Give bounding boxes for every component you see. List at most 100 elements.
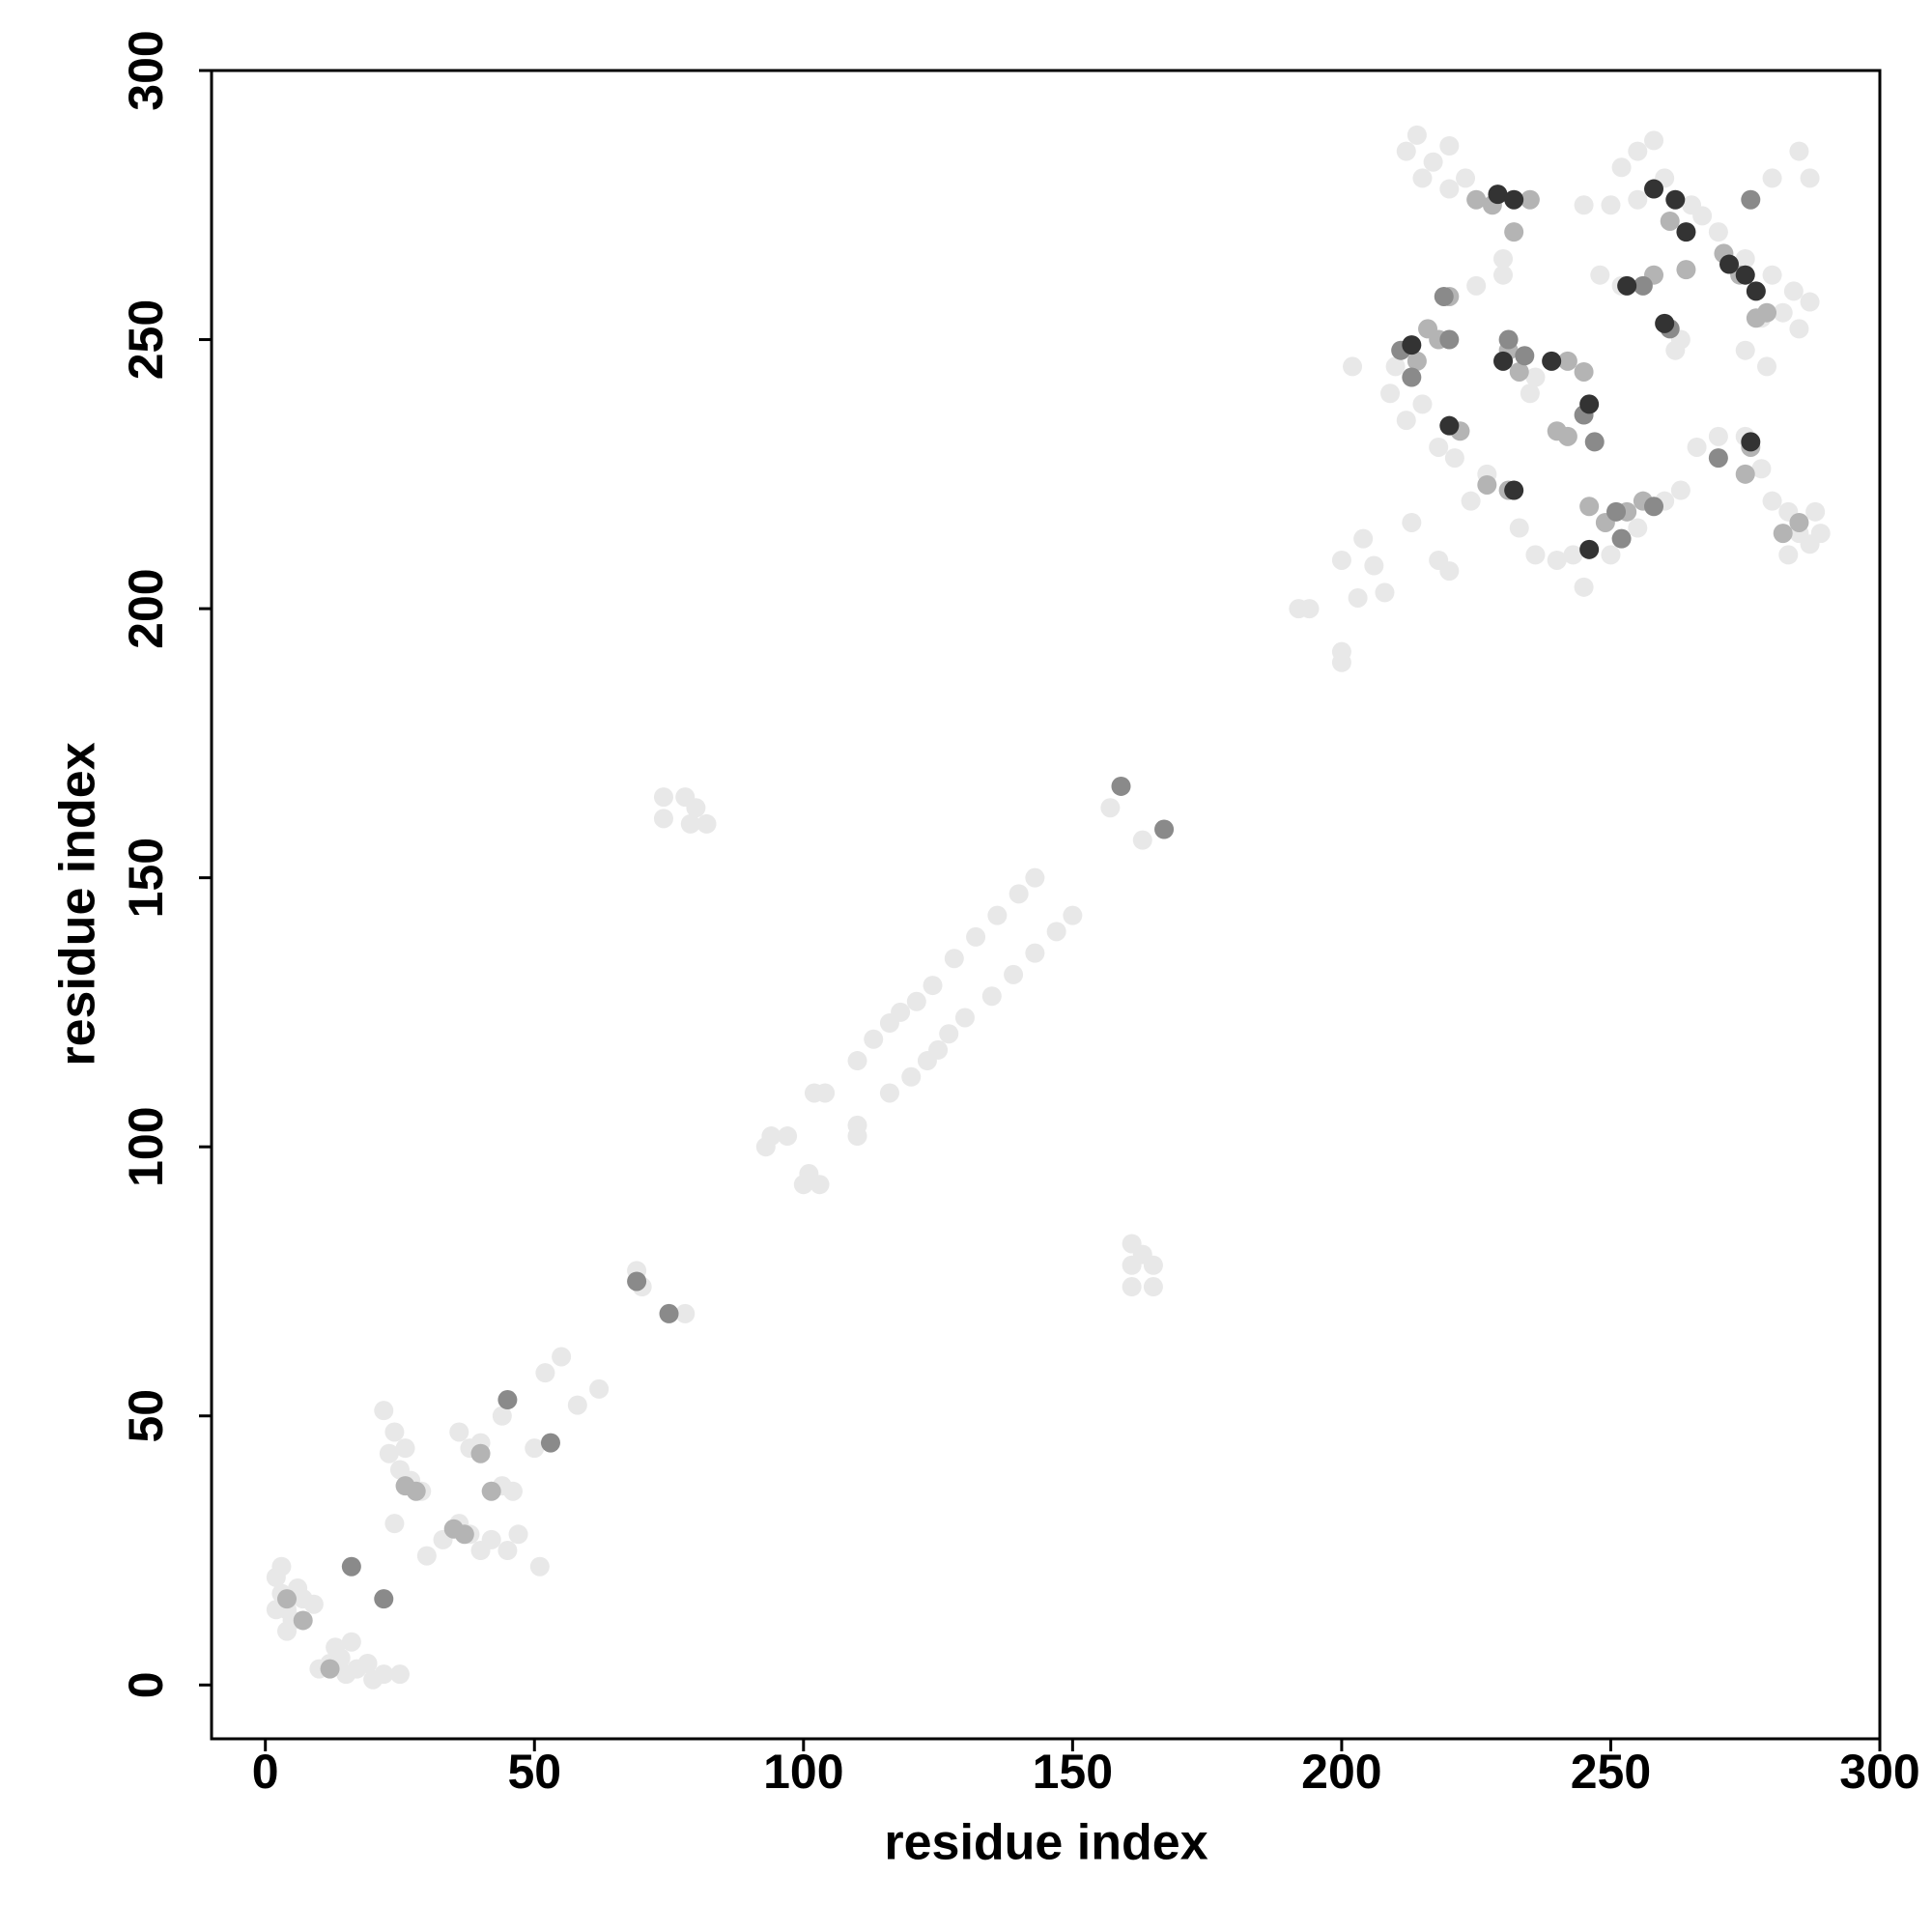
point <box>384 1422 405 1442</box>
point <box>1122 1255 1142 1275</box>
point <box>1611 528 1632 549</box>
point <box>589 1378 610 1399</box>
point <box>1498 329 1519 350</box>
point <box>1655 313 1675 333</box>
point <box>1343 356 1363 377</box>
point <box>1439 179 1460 199</box>
point <box>627 1271 647 1292</box>
point <box>341 1556 361 1577</box>
point <box>497 1390 518 1410</box>
x-tick-label: 150 <box>1033 1745 1113 1799</box>
point <box>1488 185 1508 205</box>
point <box>406 1481 426 1501</box>
point <box>276 1589 297 1609</box>
point <box>1025 943 1045 963</box>
x-tick-label: 200 <box>1301 1745 1381 1799</box>
point <box>987 905 1008 925</box>
point <box>1665 189 1686 210</box>
point <box>363 1669 384 1690</box>
point <box>1520 189 1540 210</box>
point <box>675 1303 696 1323</box>
point <box>449 1422 469 1442</box>
point <box>1520 384 1540 404</box>
point <box>1406 351 1427 371</box>
x-tick-label: 50 <box>507 1745 561 1799</box>
point <box>1063 905 1083 925</box>
point <box>1735 464 1755 484</box>
point <box>1299 599 1320 619</box>
point <box>923 976 943 996</box>
point <box>1735 248 1755 269</box>
point <box>1762 491 1782 511</box>
point <box>1773 302 1793 323</box>
point <box>1353 528 1374 549</box>
point <box>1789 319 1809 339</box>
point <box>293 1610 313 1631</box>
x-tick-label: 0 <box>252 1745 279 1799</box>
point <box>981 986 1002 1007</box>
point <box>1396 141 1416 161</box>
point <box>1557 351 1577 371</box>
point <box>1412 168 1433 188</box>
point <box>470 1443 491 1463</box>
x-tick-label: 100 <box>763 1745 843 1799</box>
points <box>266 125 1831 1690</box>
point <box>357 1654 378 1674</box>
point <box>1741 432 1761 452</box>
point <box>864 1029 884 1049</box>
point <box>1687 437 1707 457</box>
point <box>1574 577 1594 597</box>
point <box>1380 384 1401 404</box>
point <box>847 1051 867 1071</box>
point <box>1708 448 1728 469</box>
point <box>1563 545 1583 565</box>
point <box>1406 125 1427 145</box>
point <box>1735 340 1755 360</box>
point <box>1542 351 1562 371</box>
point <box>1493 248 1514 269</box>
point <box>1111 776 1131 796</box>
point <box>1423 152 1443 172</box>
y-tick-label: 50 <box>119 1389 173 1443</box>
point <box>686 798 706 818</box>
x-tick-label: 250 <box>1571 1745 1651 1799</box>
point <box>1601 545 1621 565</box>
point <box>1154 819 1175 839</box>
point <box>1402 335 1422 355</box>
point <box>1100 798 1121 818</box>
point <box>1525 545 1546 565</box>
point <box>1515 346 1535 366</box>
y-tick-label: 200 <box>119 568 173 648</box>
point <box>1466 275 1487 296</box>
point <box>1547 550 1567 570</box>
point <box>1132 830 1152 850</box>
point <box>481 1529 501 1549</box>
point <box>1434 286 1454 306</box>
point <box>1762 265 1782 285</box>
point <box>1735 265 1755 285</box>
point <box>1331 550 1351 570</box>
point <box>379 1443 399 1463</box>
point <box>1439 329 1460 350</box>
point <box>1429 437 1449 457</box>
point <box>416 1546 437 1566</box>
point <box>1805 501 1826 522</box>
point <box>1746 281 1766 301</box>
point <box>1692 206 1713 226</box>
point <box>1660 211 1680 231</box>
point <box>1493 351 1514 371</box>
point <box>303 1594 324 1614</box>
point <box>374 1589 394 1609</box>
point <box>1504 222 1524 242</box>
point <box>1810 524 1831 544</box>
point <box>508 1524 528 1545</box>
point <box>1004 964 1024 984</box>
point <box>1375 582 1395 603</box>
point <box>1741 189 1761 210</box>
point <box>1122 1277 1142 1297</box>
point <box>696 813 717 834</box>
point <box>1348 587 1368 608</box>
point <box>1617 275 1637 296</box>
point <box>1762 168 1782 188</box>
